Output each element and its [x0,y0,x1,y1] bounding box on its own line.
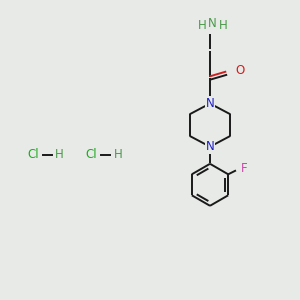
Text: N: N [206,140,214,153]
Text: H: H [113,148,122,161]
Text: N: N [206,97,214,110]
Text: Cl: Cl [86,148,97,161]
Text: H: H [55,148,64,161]
Text: N: N [208,16,217,30]
Text: H: H [197,19,206,32]
Text: Cl: Cl [27,148,39,161]
Text: F: F [241,162,247,176]
Text: H: H [218,19,227,32]
Text: O: O [235,64,244,77]
